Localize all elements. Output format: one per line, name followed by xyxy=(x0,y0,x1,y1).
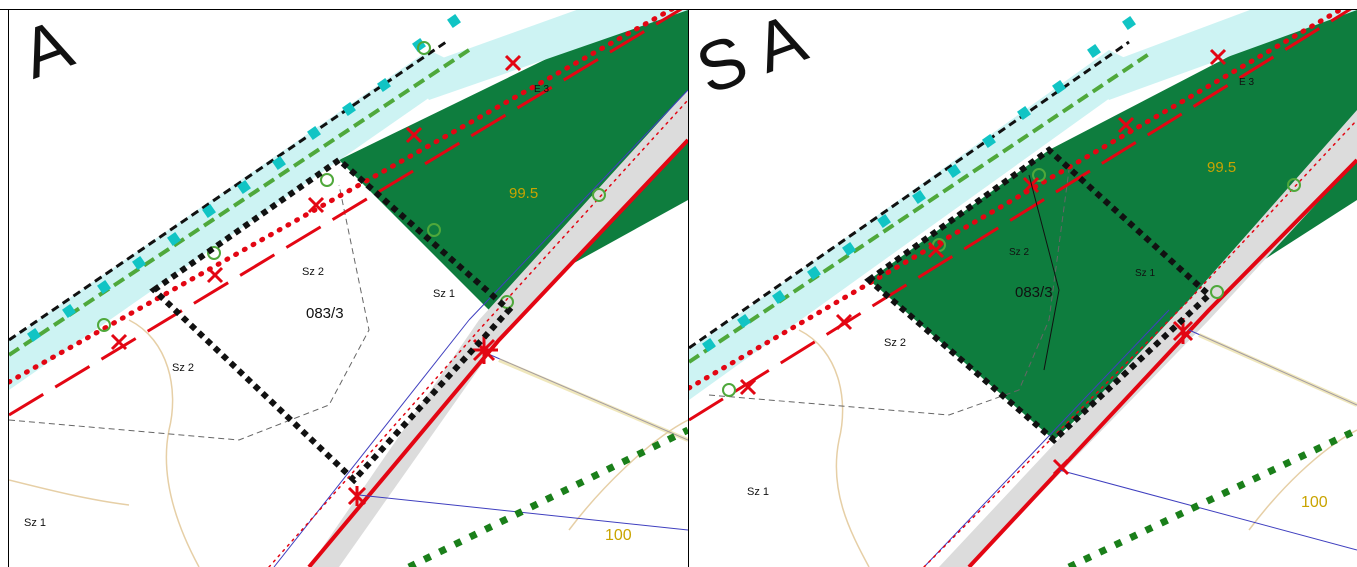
zone-label: Sz 2 xyxy=(1009,247,1029,258)
map-big-letter: A xyxy=(11,10,82,93)
red-dot-line xyxy=(9,10,676,385)
water-strip xyxy=(9,50,469,390)
road-red-line xyxy=(307,138,688,567)
green-dashed-line xyxy=(407,426,688,567)
contour-line xyxy=(798,329,870,567)
contour-line xyxy=(9,479,130,506)
elevation-label: 99.5 xyxy=(1207,159,1236,176)
elevation-label: 99.5 xyxy=(509,185,538,202)
zone-label: E 3 xyxy=(534,84,549,95)
green-circle-marker-row xyxy=(97,41,606,332)
cyan-square-marker-row xyxy=(702,16,1136,352)
parcel-number-label: 083/3 xyxy=(1015,284,1053,301)
zone-label: Sz 2 xyxy=(172,362,194,374)
water-strip xyxy=(1089,10,1357,100)
contour-line xyxy=(1248,429,1357,531)
water-strip xyxy=(409,10,688,100)
red-dot-line xyxy=(689,10,1345,391)
parcel-inner-line xyxy=(1028,174,1060,371)
zone-label: E 3 xyxy=(1239,77,1254,88)
elevation-label: 100 xyxy=(605,527,632,544)
map-panel-before: A E 3 99.5 Sz 2 083/3 Sz 1 Sz 2 Sz 1 100 xyxy=(9,10,688,567)
zone-label: Sz 1 xyxy=(747,486,769,498)
green-dash-line xyxy=(9,48,471,357)
highlighted-parcel-outline xyxy=(864,146,1214,445)
parcel-line xyxy=(1198,333,1357,407)
road-strip xyxy=(309,90,688,567)
contour-line xyxy=(568,419,688,531)
road-red-line xyxy=(967,158,1357,567)
panel-divider xyxy=(688,9,689,567)
red-x-marker-row xyxy=(110,54,522,506)
road-edge xyxy=(468,89,688,321)
map-after-svg: S A E 3 99.5 Sz 2 083/3 Sz 1 Sz 2 Sz 1 1… xyxy=(689,10,1357,567)
parcel-line xyxy=(358,494,688,531)
green-dashed-line xyxy=(1067,426,1357,567)
circle-chain-line xyxy=(923,119,1357,567)
black-dash-line xyxy=(689,40,1130,350)
black-dash-line xyxy=(9,38,450,342)
water-strip xyxy=(689,50,1149,400)
red-x-marker-row xyxy=(739,48,1227,476)
parcel-number-label: 083/3 xyxy=(306,305,344,322)
dashed-boundary xyxy=(708,169,1070,416)
road-edge xyxy=(923,309,1170,567)
red-dash-line xyxy=(689,10,1352,422)
cyan-square-marker-row xyxy=(27,14,461,342)
left-border xyxy=(8,9,9,567)
dashed-boundary xyxy=(9,184,370,441)
green-dash-line xyxy=(689,52,1151,364)
parcel-line xyxy=(1058,469,1357,551)
elevation-label: 100 xyxy=(1301,494,1328,511)
contour-line xyxy=(128,319,200,567)
highlighted-parcel-outline xyxy=(149,156,514,485)
zone-label: Sz 1 xyxy=(433,288,455,300)
zone-label: Sz 2 xyxy=(884,337,906,349)
zone-label: Sz 2 xyxy=(302,266,324,278)
circle-chain-line xyxy=(268,99,688,567)
green-circle-marker-row xyxy=(722,168,1301,397)
parcel-line xyxy=(498,358,688,442)
map-panel-after: S A E 3 99.5 Sz 2 083/3 Sz 1 Sz 2 Sz 1 1… xyxy=(689,10,1357,567)
zone-label: Sz 1 xyxy=(1135,268,1155,279)
map-big-letter: S A xyxy=(689,10,816,109)
road-edge xyxy=(273,319,470,567)
zone-e3-area xyxy=(869,10,1357,440)
map-before-svg: A E 3 99.5 Sz 2 083/3 Sz 1 Sz 2 Sz 1 100 xyxy=(9,10,688,567)
zone-label: Sz 1 xyxy=(24,517,46,529)
